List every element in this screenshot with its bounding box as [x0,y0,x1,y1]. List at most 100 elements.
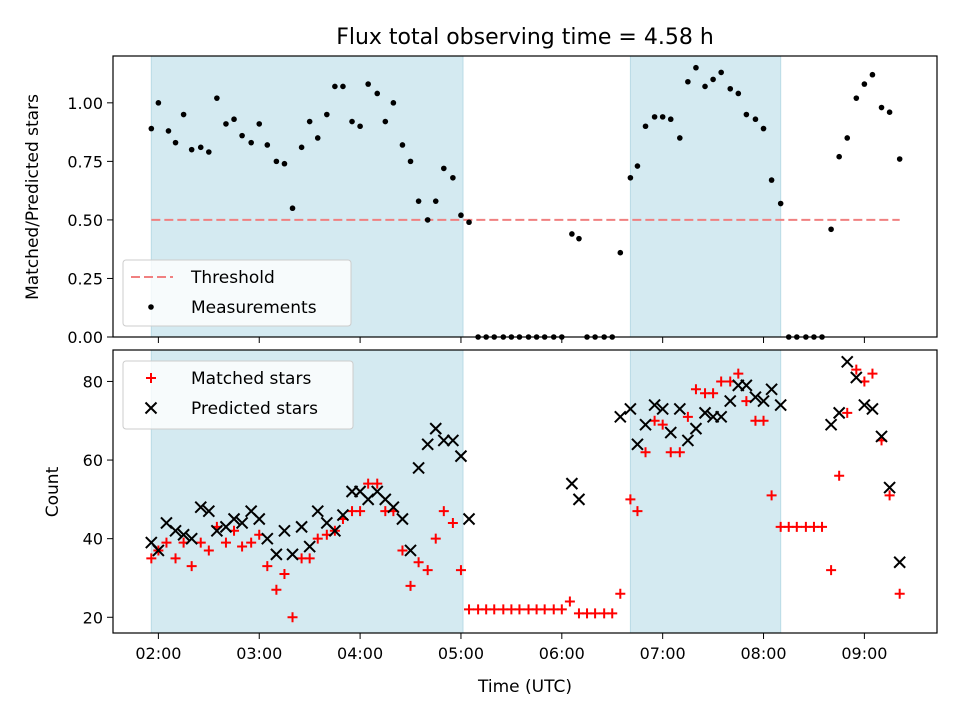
chart-title: Flux total observing time = 4.58 h [336,25,714,50]
measurement-point [569,231,575,237]
measurement-point [256,121,263,127]
predicted-star-point [866,402,879,416]
predicted-star-point [673,402,687,416]
matched-star-point [271,584,282,595]
measurement-point [340,83,346,90]
measurement-point [617,249,624,256]
predicted-star-point [462,512,476,526]
matched-star-point [674,447,685,458]
matched-star-point [615,588,626,599]
measurement-point [349,118,355,125]
measurement-point [693,64,699,71]
measurement-point [314,135,321,141]
predicted-star-point [202,504,216,518]
measurement-point [861,81,868,87]
measurement-point [777,200,784,207]
predicted-star-point [698,406,712,420]
predicted-star-point [336,508,350,522]
measurement-point [836,153,842,160]
predicted-star-point [614,410,627,424]
x-tick-label: 08:00 [740,644,786,663]
axes-frame [112,349,938,634]
matched-star-point [220,537,231,548]
measurement-point [896,156,903,162]
measurement-point [869,71,876,78]
y-tick-label: 60 [83,451,103,470]
y-tick-label: 0.50 [67,211,103,230]
matched-star-point [733,368,744,379]
matched-star-point [791,521,802,532]
matched-star-point [625,494,636,505]
y-tick-label: 0.75 [67,152,103,171]
predicted-star-point [832,406,846,420]
y-tick-label: 1.00 [67,94,103,113]
matched-star-point [363,478,374,489]
predicted-star-point [624,402,637,416]
legend-matched-swatch [146,373,156,383]
x-tick-label: 07:00 [640,644,686,663]
measurement-point [214,95,220,101]
matched-star-point [489,604,500,615]
predicted-star-point [664,426,677,439]
matched-star-point [539,604,550,615]
measurement-point [365,81,371,87]
predicted-star-point [446,434,460,447]
predicted-star-point [714,410,728,424]
matched-star-point [590,608,601,619]
predicted-star-point [631,438,644,451]
predicted-star-point [328,524,342,538]
matched-star-point [657,419,668,430]
predicted-star-point [572,493,586,506]
matched-star-point [372,478,383,489]
measurement-point [853,95,860,101]
legend-measurement-swatch [148,304,154,310]
measurement-point [399,142,406,148]
measurement-point [231,116,237,123]
predicted-star-point [286,548,299,561]
measurement-point [760,125,767,132]
predicted-star-point [656,402,669,416]
matched-star-point [203,545,214,556]
matched-star-point [682,411,693,422]
predicted-star-point [841,355,854,368]
y-tick-label: 20 [83,608,103,627]
measurement-point [466,219,472,226]
predicted-star-point [261,532,274,545]
matched-star-point [246,537,257,548]
x-tick-label: 04:00 [337,644,383,663]
legend-box [122,259,352,327]
measurement-point [248,139,254,146]
matched-star-point [894,588,905,599]
measurement-point [432,198,439,204]
predicted-star-point [724,394,737,408]
legend-label: Matched stars [191,369,311,389]
predicted-star-point [429,422,442,435]
predicted-star-point [749,390,762,404]
measurement-point [458,212,464,219]
predicted-star-point [412,461,425,475]
predicted-star-point [858,398,871,412]
x-tick-label: 06:00 [539,644,585,663]
predicted-star-point [253,512,266,526]
matched-star-point [607,608,618,619]
bottom-panel: 20 40 60 80 02:00 03:00 04:00 05:00 06:00 07:00 08… [83,349,938,663]
predicted-star-point [421,438,434,451]
measurement-point [886,109,893,115]
predicted-star-point [227,512,241,526]
measurement-point [685,78,691,85]
measurement-point [576,235,582,242]
predicted-star-point [774,398,787,412]
matched-star-point [312,533,323,544]
matched-star-point [708,388,719,399]
y-tick-label: 0.00 [67,328,103,347]
predicted-star-point [169,524,182,538]
measurement-point [148,125,155,132]
predicted-star-point [194,501,207,514]
predicted-star-point [152,544,165,557]
measurement-point [180,111,187,118]
matched-star-point [455,565,466,576]
measurement-point [844,135,851,141]
matched-star-point [146,553,157,564]
y-tick-label: 40 [83,530,103,549]
